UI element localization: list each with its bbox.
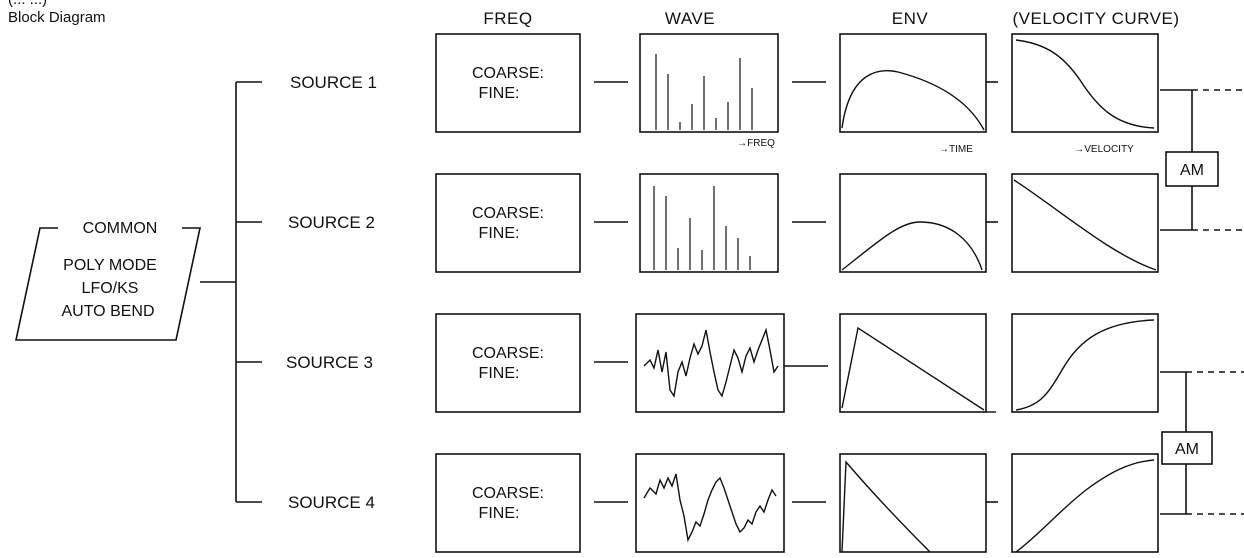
wave-box-1 (639, 33, 779, 133)
header-wave: WAVE (665, 9, 715, 28)
env-box-2 (839, 173, 987, 273)
coarse-label-2: COARSE: (472, 205, 544, 222)
velocity-box-2 (1011, 173, 1159, 273)
waveform-3 (643, 327, 779, 398)
env-box-3 (839, 313, 987, 413)
am-block-1: AM (1160, 89, 1244, 231)
coarse-label-1: COARSE: (472, 65, 544, 82)
tree-connector (200, 81, 262, 503)
waveform-4 (643, 473, 777, 543)
coarse-label-3: COARSE: (472, 345, 544, 362)
velocity-box-4 (1011, 453, 1159, 553)
am-label-1: AM (1180, 162, 1204, 179)
envelope-curve-2 (841, 221, 983, 271)
am-label-2: AM (1175, 441, 1199, 458)
header-velocity-curve: (VELOCITY CURVE) (1012, 9, 1179, 28)
wave-box-2 (639, 173, 779, 273)
velocity-curve-1 (1015, 39, 1155, 129)
harmonic-spectrum-2 (653, 186, 751, 270)
diagram-title: Block Diagram (8, 9, 106, 26)
envelope-curve-1 (841, 70, 985, 131)
freq-box-3 (435, 313, 581, 413)
freq-box-1 (435, 33, 581, 133)
wave-box-3 (635, 313, 785, 413)
source-4-row: COARSE: FINE: (435, 453, 1159, 553)
freq-box-4 (435, 453, 581, 553)
time-axis-label-1: →TIME (939, 144, 973, 155)
header-freq: FREQ (483, 9, 532, 28)
envelope-curve-4 (841, 460, 931, 553)
fine-label-4: FINE: (479, 505, 520, 522)
envelope-curve-3 (841, 326, 985, 411)
source-3-label: SOURCE 3 (286, 353, 373, 372)
fine-label-2: FINE: (479, 225, 520, 242)
velocity-curve-3 (1015, 319, 1155, 411)
velocity-axis-label-1: →VELOCITY (1074, 144, 1134, 155)
freq-box-2 (435, 173, 581, 273)
harmonic-spectrum-1 (655, 54, 753, 130)
common-line-2: LFO/KS (82, 280, 139, 297)
source-4-label: SOURCE 4 (288, 493, 375, 512)
am-box-1 (1165, 151, 1219, 187)
source-2-row: COARSE: FINE: (435, 173, 1159, 273)
header-env: ENV (892, 9, 929, 28)
common-title: COMMON (83, 220, 158, 237)
source-1-row: COARSE: FINE: →FREQ →TIME →VELOCITY (435, 33, 1159, 155)
velocity-box-3 (1011, 313, 1159, 413)
env-box-1 (839, 33, 987, 133)
common-line-3: AUTO BEND (61, 303, 154, 320)
source-3-row: COARSE: FINE: (435, 313, 1159, 413)
velocity-box-1 (1011, 33, 1159, 133)
wave-box-4 (635, 453, 785, 553)
common-block: COMMON POLY MODE LFO/KS AUTO BEND (15, 220, 201, 341)
source-2-label: SOURCE 2 (288, 213, 375, 232)
am-block-2: AM (1160, 371, 1244, 515)
velocity-curve-4 (1015, 459, 1155, 553)
common-line-1: POLY MODE (63, 257, 157, 274)
velocity-curve-2 (1013, 179, 1157, 271)
env-box-4 (839, 453, 987, 553)
fine-label-1: FINE: (479, 85, 520, 102)
source-1-label: SOURCE 1 (290, 73, 377, 92)
diagram-title-cropped: (... ...) (8, 0, 47, 8)
am-box-2 (1161, 431, 1213, 465)
fine-label-3: FINE: (479, 365, 520, 382)
coarse-label-4: COARSE: (472, 485, 544, 502)
freq-axis-label-1: →FREQ (737, 138, 775, 149)
